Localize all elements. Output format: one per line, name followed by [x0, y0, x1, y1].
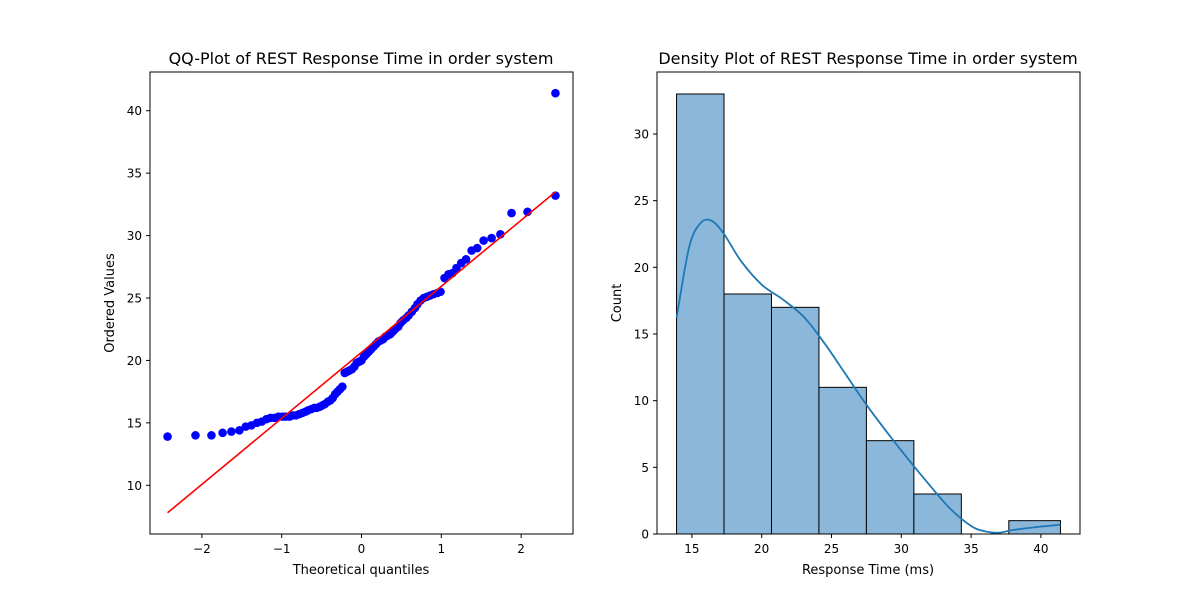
qq-ytick-label: 40 — [127, 104, 142, 118]
qq-plot: QQ-Plot of REST Response Time in order s… — [103, 49, 574, 578]
hist-ytick-label: 30 — [634, 128, 649, 142]
hist-bar — [818, 386, 867, 535]
hist-xtick-label: 20 — [754, 542, 769, 556]
qq-ytick-label: 35 — [127, 167, 142, 181]
qq-ytick-label: 10 — [127, 479, 142, 493]
hist-title: Density Plot of REST Response Time in or… — [658, 49, 1077, 68]
qq-point — [487, 233, 496, 243]
qq-ytick-label: 20 — [127, 354, 142, 368]
qq-point — [461, 254, 471, 264]
qq-point — [507, 208, 516, 218]
hist-ytick-label: 25 — [634, 194, 649, 208]
hist-xtick-label: 40 — [1033, 542, 1048, 556]
qq-point — [235, 426, 244, 435]
qq-point — [338, 382, 347, 391]
qq-point — [551, 88, 560, 98]
qq-xtick-label: −2 — [193, 542, 211, 556]
hist-xtick-label: 35 — [963, 542, 978, 556]
qq-point — [479, 236, 488, 245]
hist-ytick-label: 20 — [634, 261, 649, 275]
qq-frame — [149, 71, 574, 535]
density-plot: Density Plot of REST Response Time in or… — [610, 49, 1081, 578]
hist-bar — [723, 293, 772, 535]
qq-axes: −2 −1 0 1 2 10 15 20 25 30 35 40 — [127, 71, 574, 556]
hist-xtick-label: 30 — [894, 542, 909, 556]
hist-ytick-label: 5 — [641, 461, 649, 475]
hist-bar — [770, 306, 820, 535]
qq-point — [191, 431, 200, 440]
qq-xtick-label: 1 — [437, 542, 445, 556]
qq-xtick-label: 2 — [517, 542, 525, 556]
qq-ytick-label: 30 — [127, 229, 142, 243]
qq-xtick-label: 0 — [358, 542, 366, 556]
qq-ytick-label: 15 — [127, 416, 142, 430]
hist-frame — [656, 71, 1081, 535]
hist-ytick-label: 10 — [634, 394, 649, 408]
qq-title: QQ-Plot of REST Response Time in order s… — [169, 49, 554, 68]
qq-point — [218, 428, 227, 438]
hist-xlabel: Response Time (ms) — [802, 563, 934, 578]
qq-point — [472, 243, 482, 253]
hist-marks — [675, 93, 1061, 535]
qq-point — [227, 427, 236, 436]
qq-point — [163, 432, 172, 441]
qq-ytick-label: 25 — [127, 292, 142, 306]
hist-xtick-label: 15 — [684, 542, 699, 556]
hist-bar — [913, 493, 962, 535]
qq-xlabel: Theoretical quantiles — [292, 563, 430, 578]
hist-xtick-label: 25 — [824, 542, 839, 556]
hist-ytick-label: 15 — [634, 328, 649, 342]
hist-bar — [676, 93, 725, 535]
qq-fit-line — [167, 191, 556, 514]
qq-xtick-label: −1 — [273, 542, 291, 556]
qq-point — [207, 431, 216, 440]
qq-ylabel: Ordered Values — [103, 253, 118, 353]
kde-curve — [675, 218, 1061, 534]
qq-marks — [163, 88, 560, 514]
hist-ytick-label: 0 — [641, 528, 649, 542]
hist-bar — [865, 440, 915, 535]
hist-ylabel: Count — [610, 284, 625, 323]
hist-axes: 15 20 25 30 35 40 0 5 10 15 20 25 30 — [634, 71, 1081, 556]
